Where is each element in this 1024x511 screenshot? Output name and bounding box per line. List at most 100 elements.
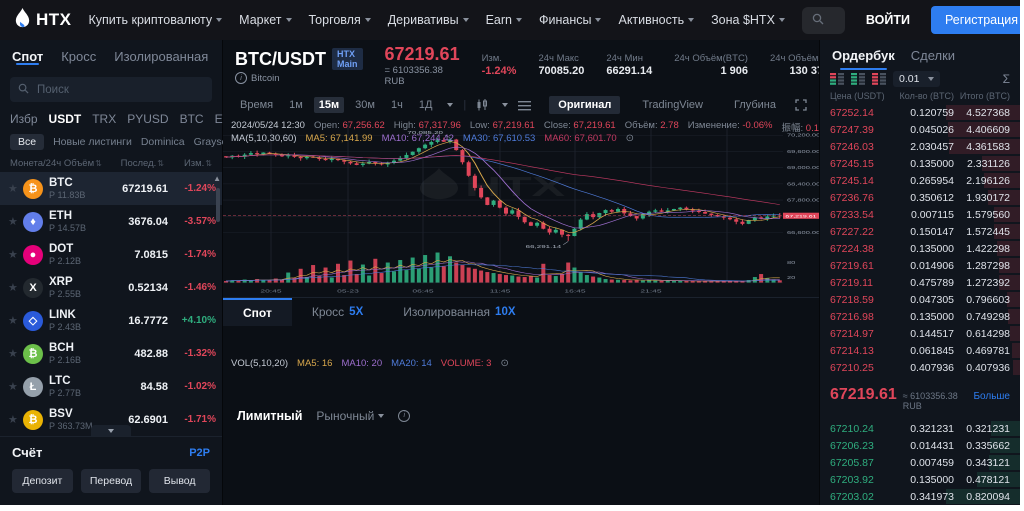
bid-row[interactable]: 67206.23 0.014431 0.335662 <box>820 437 1020 454</box>
sort-icon[interactable]: ⇅ <box>205 159 212 168</box>
account-button-0[interactable]: Депозит <box>12 469 73 493</box>
bottom-tab-2[interactable]: Изолированная 10X <box>383 298 535 326</box>
nav-search-input[interactable] <box>830 12 835 28</box>
favorite-star-icon[interactable]: ★ <box>8 315 18 327</box>
register-button[interactable]: Регистрация <box>930 6 1020 34</box>
nav-item-4[interactable]: Earn <box>486 13 522 27</box>
bottom-tab-0[interactable]: Спот <box>223 298 292 326</box>
chevron-down-icon[interactable] <box>447 103 454 107</box>
timeframe-15м[interactable]: 15м <box>313 97 345 113</box>
chevron-down-icon[interactable] <box>502 103 509 107</box>
sidebar-search-input[interactable] <box>35 82 204 97</box>
scrollbar-thumb[interactable] <box>216 188 220 222</box>
sort-icon[interactable]: ⇅ <box>95 159 102 168</box>
timeframe-Время[interactable]: Время <box>240 99 274 111</box>
ask-row[interactable]: 67216.98 0.135000 0.749298 <box>820 308 1020 325</box>
ask-row[interactable]: 67252.14 0.120759 4.527368 <box>820 104 1020 121</box>
ask-row[interactable]: 67210.25 0.407936 0.407936 <box>820 359 1020 376</box>
ask-row[interactable]: 67245.14 0.265954 2.196126 <box>820 172 1020 189</box>
sidebar-tab-2[interactable]: Изолированная <box>114 49 209 64</box>
sum-icon[interactable]: Σ <box>1002 72 1010 87</box>
filter-0[interactable]: Все <box>10 134 45 150</box>
indicators-icon[interactable] <box>518 100 532 111</box>
ask-row[interactable]: 67219.61 0.014906 1.287298 <box>820 257 1020 274</box>
bid-row[interactable]: 67205.87 0.007459 0.343121 <box>820 454 1020 471</box>
timeframe-1ч[interactable]: 1ч <box>390 99 403 111</box>
bid-row[interactable]: 67203.02 0.341973 0.820094 <box>820 488 1020 505</box>
timeframe-1Д[interactable]: 1Д <box>418 99 433 111</box>
order-type-1[interactable]: Рыночный <box>316 409 385 423</box>
nav-item-1[interactable]: Маркет <box>239 13 292 27</box>
book-mode-bids-icon[interactable] <box>851 73 865 86</box>
favorite-star-icon[interactable]: ★ <box>8 348 18 360</box>
ask-row[interactable]: 67219.11 0.475789 1.272392 <box>820 274 1020 291</box>
nav-item-7[interactable]: Зона $HTX <box>711 13 785 27</box>
favorite-star-icon[interactable]: ★ <box>8 183 18 195</box>
sidebar-tab-0[interactable]: Спот <box>12 49 44 65</box>
scroll-up-icon[interactable]: ▲ <box>213 174 221 183</box>
coin-row-bch[interactable]: ★ ₿ BCH Р 2.16B 482.88 -1.32% <box>0 337 222 370</box>
coin-row-ltc[interactable]: ★ Ł LTC Р 2.77B 84.58 -1.02% <box>0 370 222 403</box>
chart-canvas[interactable]: HTX67,219.6170,085.2066,291.1470,200.006… <box>223 118 819 297</box>
nav-item-3[interactable]: Деривативы <box>388 13 469 27</box>
ask-row[interactable]: 67214.97 0.144517 0.614298 <box>820 325 1020 342</box>
info-icon[interactable]: i <box>398 409 411 422</box>
view-2[interactable]: Глубина <box>733 99 776 111</box>
filter-1[interactable]: Новые листинги <box>53 136 132 148</box>
book-mode-both-icon[interactable] <box>830 73 844 86</box>
book-mode-asks-icon[interactable] <box>872 73 886 86</box>
order-type-0[interactable]: Лимитный <box>237 408 303 423</box>
quote-tab-pyusd[interactable]: PYUSD <box>127 112 169 126</box>
account-button-2[interactable]: Вывод <box>149 469 211 493</box>
login-button[interactable]: ВОЙТИ <box>865 13 910 27</box>
timeframe-30м[interactable]: 30м <box>355 99 375 111</box>
mid-price[interactable]: 67219.61 <box>830 386 897 403</box>
p2p-link[interactable]: P2P <box>189 446 210 459</box>
view-0[interactable]: Оригинал <box>549 96 621 114</box>
coin-row-link[interactable]: ★ ◇ LINK Р 2.43B 16.7772 +4.10% <box>0 304 222 337</box>
nav-item-5[interactable]: Финансы <box>539 13 602 27</box>
ask-row[interactable]: 67245.15 0.135000 2.331126 <box>820 155 1020 172</box>
timeframe-1м[interactable]: 1м <box>289 99 303 111</box>
coin-row-eth[interactable]: ★ ♦ ETH Р 14.57B 3676.04 -3.57% <box>0 205 222 238</box>
account-button-1[interactable]: Перевод <box>80 469 142 493</box>
ask-row[interactable]: 67236.76 0.350612 1.930172 <box>820 189 1020 206</box>
coin-row-dot[interactable]: ★ ● DOT Р 2.12B 7.0815 -1.74% <box>0 238 222 271</box>
candle-style-icon[interactable] <box>476 99 488 111</box>
quote-tab-избр[interactable]: Избр <box>10 112 38 126</box>
sort-icon[interactable]: ⇅ <box>157 159 164 168</box>
sidebar-search[interactable] <box>10 77 212 102</box>
favorite-star-icon[interactable]: ★ <box>8 414 18 426</box>
coin-row-btc[interactable]: ★ ₿ BTC Р 11.83B 67219.61 -1.24% <box>0 172 222 205</box>
ask-row[interactable]: 67227.22 0.150147 1.572445 <box>820 223 1020 240</box>
ask-row[interactable]: 67214.13 0.061845 0.469781 <box>820 342 1020 359</box>
favorite-star-icon[interactable]: ★ <box>8 249 18 261</box>
more-link[interactable]: Больше <box>973 391 1010 402</box>
quote-tab-btc[interactable]: BTC <box>179 112 204 126</box>
filter-2[interactable]: Dominica <box>140 136 185 148</box>
favorite-star-icon[interactable]: ★ <box>8 381 18 393</box>
orderbook-tab-0[interactable]: Ордербук <box>832 48 895 70</box>
ask-row[interactable]: 67233.54 0.007115 1.579560 <box>820 206 1020 223</box>
nav-item-2[interactable]: Торговля <box>309 13 371 27</box>
coin-row-xrp[interactable]: ★ X XRP Р 2.55B 0.52134 -1.46% <box>0 271 222 304</box>
quote-tab-trx[interactable]: TRX <box>92 112 117 126</box>
ask-row[interactable]: 67218.59 0.047305 0.796603 <box>820 291 1020 308</box>
ask-row[interactable]: 67224.38 0.135000 1.422298 <box>820 240 1020 257</box>
fullscreen-icon[interactable] <box>795 99 807 111</box>
orderbook-tab-1[interactable]: Сделки <box>910 48 956 63</box>
nav-item-0[interactable]: Купить криптовалюту <box>89 13 223 27</box>
favorite-star-icon[interactable]: ★ <box>8 216 18 228</box>
ask-row[interactable]: 67246.03 2.030457 4.361583 <box>820 138 1020 155</box>
quote-tab-usdt[interactable]: USDT <box>48 112 82 126</box>
favorite-star-icon[interactable]: ★ <box>8 282 18 294</box>
bid-row[interactable]: 67203.92 0.135000 0.478121 <box>820 471 1020 488</box>
info-icon[interactable]: i <box>235 72 247 84</box>
collapse-list-button[interactable] <box>91 425 131 436</box>
bottom-tab-1[interactable]: Кросс 5X <box>292 298 383 326</box>
precision-dropdown[interactable]: 0.01 <box>893 71 941 88</box>
ask-row[interactable]: 67247.39 0.045026 4.406609 <box>820 121 1020 138</box>
nav-item-6[interactable]: Активность <box>618 13 695 27</box>
sidebar-tab-1[interactable]: Кросс <box>61 49 97 64</box>
bid-row[interactable]: 67210.24 0.321231 0.321231 <box>820 420 1020 437</box>
